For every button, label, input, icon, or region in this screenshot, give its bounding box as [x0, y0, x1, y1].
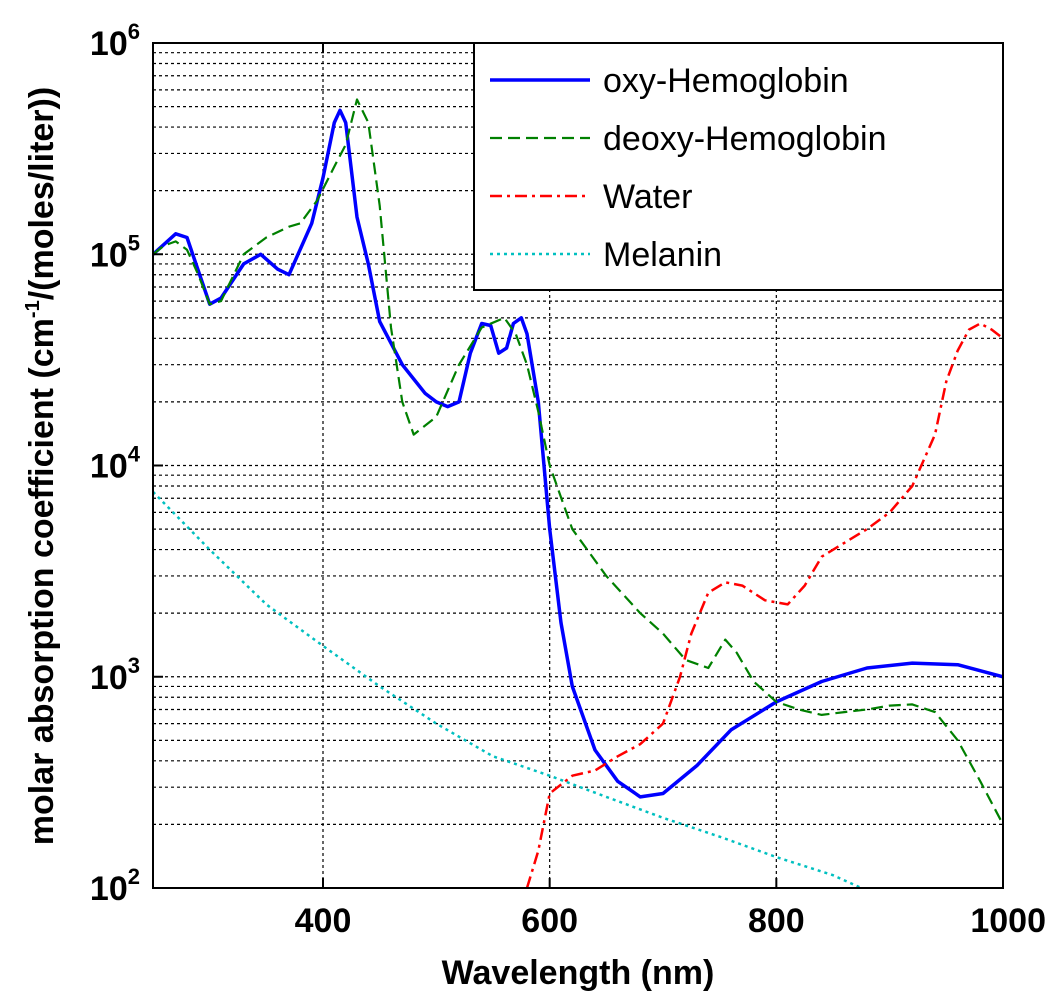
x-tick-label: 400: [295, 902, 352, 940]
legend-label: oxy-Hemoglobin: [603, 62, 849, 100]
y-tick-base: 10: [90, 870, 128, 908]
legend-label: Melanin: [603, 236, 722, 274]
x-tick-label: 800: [748, 902, 805, 940]
legend: oxy-Hemoglobin deoxy-Hemoglobin Water Melan…: [473, 42, 1004, 291]
y-tick-exponent: 3: [128, 653, 140, 678]
x-tick-labels: 400 600 800 1000: [295, 902, 1046, 940]
y-axis-title-main: molar absorption coefficient (cm: [23, 318, 61, 845]
series-line-melanin: [153, 491, 862, 888]
y-axis-title: molar absorption coefficient (cm-1/(mole…: [22, 87, 61, 845]
legend-entries: oxy-Hemoglobin deoxy-Hemoglobin Water Melan…: [490, 62, 887, 274]
y-tick-exponent: 4: [128, 442, 141, 467]
y-tick-label: 104: [90, 442, 141, 486]
y-tick-base: 10: [90, 659, 128, 697]
y-axis-title-rest: /(moles/liter)): [23, 87, 61, 300]
y-tick-label: 105: [90, 230, 140, 274]
y-tick-exponent: 2: [128, 864, 140, 889]
legend-box: [473, 42, 1004, 291]
x-tick-label: 600: [521, 902, 578, 940]
series-line-deoxy-hemoglobin: [153, 98, 1003, 825]
x-tick-label: 1000: [970, 902, 1046, 940]
series-line-water: [525, 322, 1003, 888]
y-tick-label: 103: [90, 653, 140, 697]
series-line-oxy-hemoglobin: [153, 108, 1003, 799]
legend-label: deoxy-Hemoglobin: [603, 120, 887, 158]
y-tick-exponent: 6: [128, 19, 140, 44]
legend-label: Water: [603, 178, 692, 216]
y-tick-base: 10: [90, 448, 128, 486]
x-axis-title: Wavelength (nm): [442, 954, 715, 992]
y-axis-title-sup: -1: [22, 300, 44, 318]
y-tick-label: 102: [90, 864, 140, 908]
y-tick-label: 106: [90, 19, 140, 63]
y-tick-base: 10: [90, 25, 128, 63]
y-tick-base: 10: [90, 236, 128, 274]
y-tick-exponent: 5: [128, 230, 140, 255]
series-lines: [153, 98, 1003, 888]
